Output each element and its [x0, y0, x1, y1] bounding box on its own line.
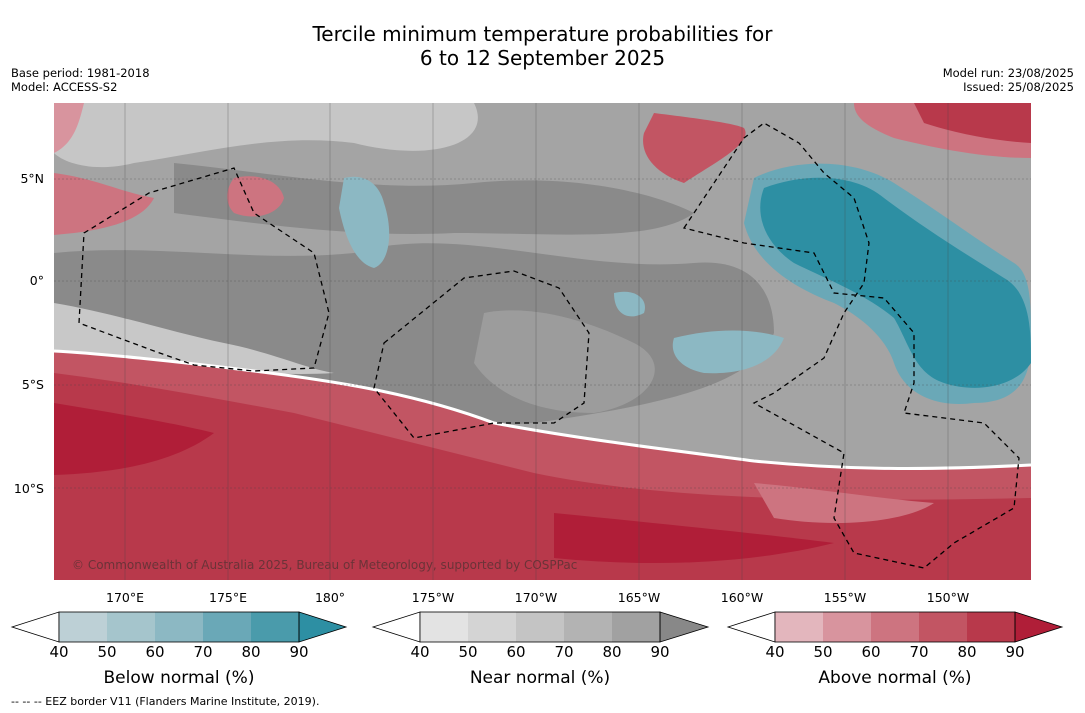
lon-label-160w: 160°W — [720, 590, 764, 605]
below-tick-40: 40 — [49, 643, 69, 661]
model-text: Model: ACCESS-S2 — [11, 80, 118, 94]
map-svg — [54, 103, 1031, 580]
above-tick-80: 80 — [957, 643, 977, 661]
near-tick-90: 90 — [650, 643, 670, 661]
map-gridlines — [54, 103, 1031, 580]
above-normal-northeast-patch — [643, 113, 746, 183]
lon-label-175e: 175°E — [208, 590, 248, 605]
near-tick-80: 80 — [602, 643, 622, 661]
near-normal-label: Near normal (%) — [469, 668, 611, 688]
lon-label-170e: 170°E — [105, 590, 145, 605]
near-tick-50: 50 — [458, 643, 478, 661]
model-run-text: Model run: 23/08/2025 — [942, 66, 1074, 80]
probability-map — [54, 103, 1031, 580]
below-tick-60: 60 — [145, 643, 165, 661]
copyright-text: © Commonwealth of Australia 2025, Bureau… — [72, 558, 578, 572]
chart-title-line2: 6 to 12 September 2025 — [419, 46, 666, 70]
above-normal-south-light — [754, 483, 934, 523]
below-tick-70: 70 — [193, 643, 213, 661]
above-normal-south-peak-2 — [554, 513, 834, 563]
eez-footnote: -- -- -- EEZ border V11 (Flanders Marine… — [11, 695, 320, 708]
above-normal-label: Above normal (%) — [818, 668, 972, 688]
above-tick-70: 70 — [909, 643, 929, 661]
near-tick-60: 60 — [506, 643, 526, 661]
below-tick-90: 90 — [289, 643, 309, 661]
lat-label-10s: 10°S — [13, 481, 44, 496]
below-normal-east-core — [760, 177, 1031, 388]
colorbar-near-normal — [371, 611, 710, 643]
above-normal-northwest — [54, 173, 154, 235]
below-normal-south-patch — [672, 330, 784, 374]
lon-label-150w: 150°W — [926, 590, 970, 605]
below-normal-small-patch — [614, 291, 645, 317]
lat-label-0: 0° — [29, 273, 44, 288]
base-period-text: Base period: 1981-2018 — [11, 66, 150, 80]
tercile-boundary-south — [54, 349, 1031, 470]
issued-text: Issued: 25/08/2025 — [963, 80, 1074, 94]
lon-label-165w: 165°W — [617, 590, 661, 605]
above-normal-northeast-core — [914, 103, 1031, 143]
lon-label-175w: 175°W — [411, 590, 455, 605]
colorbar-below-normal — [10, 611, 348, 643]
below-tick-50: 50 — [97, 643, 117, 661]
above-normal-south-core — [54, 373, 1031, 580]
above-tick-50: 50 — [813, 643, 833, 661]
above-tick-40: 40 — [765, 643, 785, 661]
above-normal-south-peak — [54, 403, 214, 475]
chart-title-line1: Tercile minimum temperature probabilitie… — [312, 22, 773, 46]
eez-borders — [78, 122, 1020, 569]
above-tick-90: 90 — [1005, 643, 1025, 661]
lat-label-5s: 5°S — [21, 377, 44, 392]
below-normal-label: Below normal (%) — [103, 668, 255, 688]
lon-label-180: 180° — [314, 590, 346, 605]
colorbars — [10, 611, 1064, 643]
metadata-left: Base period: 1981-2018 Model: ACCESS-S2 — [11, 66, 150, 94]
near-normal-high-region-north — [174, 163, 694, 235]
lon-label-155w: 155°W — [823, 590, 867, 605]
near-normal-low-region-north — [54, 103, 478, 168]
colorbar-above-normal — [726, 611, 1064, 643]
near-normal-patch — [474, 310, 655, 413]
near-tick-70: 70 — [554, 643, 574, 661]
lon-label-170w: 170°W — [514, 590, 558, 605]
lat-label-5n: 5°N — [20, 171, 44, 186]
metadata-right: Model run: 23/08/2025 Issued: 25/08/2025 — [943, 66, 1074, 94]
below-tick-80: 80 — [241, 643, 261, 661]
below-normal-west — [339, 176, 390, 268]
near-tick-40: 40 — [410, 643, 430, 661]
above-normal-corner — [54, 103, 84, 153]
above-tick-60: 60 — [861, 643, 881, 661]
